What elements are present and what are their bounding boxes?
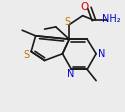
Text: O: O (81, 2, 89, 12)
Text: S: S (24, 50, 30, 60)
Text: S: S (64, 17, 70, 27)
Text: NH₂: NH₂ (102, 14, 121, 24)
Text: N: N (98, 49, 105, 59)
Text: N: N (67, 69, 74, 79)
